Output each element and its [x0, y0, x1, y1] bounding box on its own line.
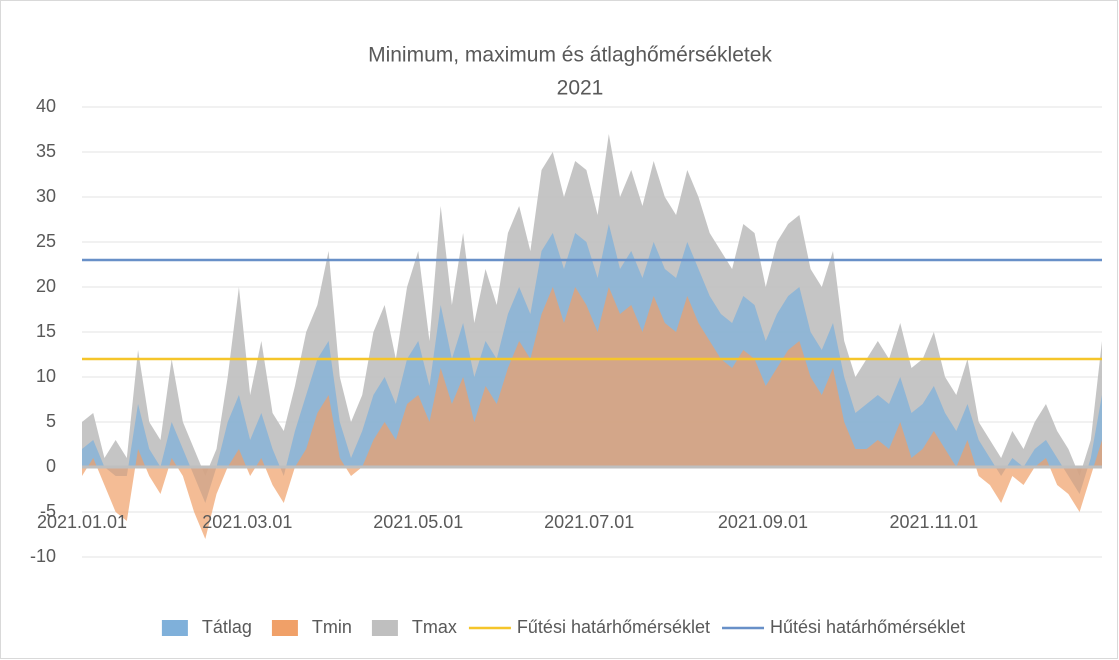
x-tick-label: 2021.05.01: [373, 512, 463, 532]
y-tick-label: -10: [30, 546, 56, 566]
legend-swatch: [161, 620, 188, 636]
y-tick-label: 30: [36, 186, 56, 206]
x-tick-label: 2021.07.01: [544, 512, 634, 532]
y-tick-label: 0: [46, 456, 56, 476]
area-series: [82, 287, 1102, 539]
chart-subtitle: 2021: [557, 77, 604, 100]
y-tick-label: 25: [36, 231, 56, 251]
x-tick-label: 2021.09.01: [718, 512, 808, 532]
y-tick-label: 40: [36, 96, 56, 116]
y-tick-label: 15: [36, 321, 56, 341]
legend-label: Tmin: [312, 617, 352, 637]
legend-swatch: [271, 620, 298, 636]
y-tick-label: 5: [46, 411, 56, 431]
legend-label: Tátlag: [202, 617, 252, 637]
y-tick-label: 20: [36, 276, 56, 296]
x-tick-label: 2021.01.01: [37, 512, 127, 532]
y-tick-label: -5: [40, 501, 56, 521]
y-tick-label: 10: [36, 366, 56, 386]
chart-title: Minimum, maximum és átlaghőmérsékletek: [368, 44, 772, 67]
legend-swatch: [371, 620, 398, 636]
legend-label: Tmax: [412, 617, 457, 637]
legend: Tátlag Tmin Tmax Fűtési határhőmérséklet Hűt…: [161, 617, 965, 637]
legend-label: Hűtési határhőmérséklet: [770, 617, 965, 637]
y-tick-label: 35: [36, 141, 56, 161]
x-tick-label: 2021.11.01: [889, 512, 978, 532]
x-tick-label: 2021.03.01: [202, 512, 292, 532]
legend-label: Fűtési határhőmérséklet: [517, 617, 710, 637]
